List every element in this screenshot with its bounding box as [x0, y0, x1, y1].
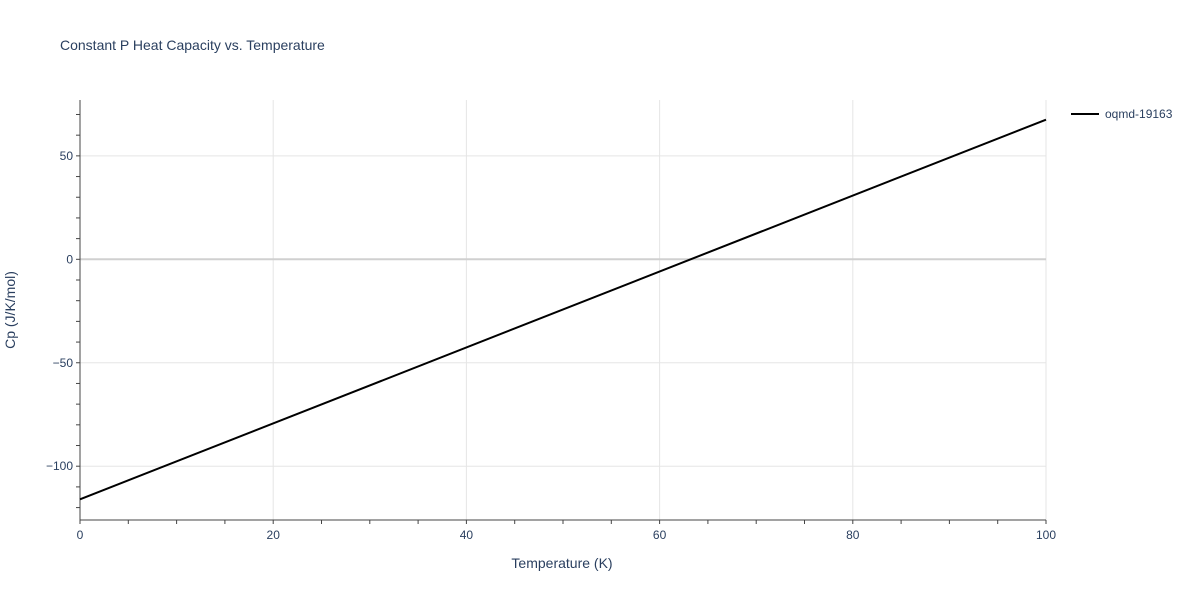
series-line [79, 118, 1047, 501]
axes [76, 100, 1047, 524]
y-tick-label: −100 [46, 459, 73, 473]
legend[interactable]: oqmd-19163 [1071, 107, 1173, 121]
x-tick-label: 20 [267, 528, 281, 542]
y-tick-label: −50 [53, 356, 74, 370]
legend-label: oqmd-19163 [1105, 107, 1173, 121]
series-lines [79, 118, 1047, 501]
x-tick-label: 80 [846, 528, 860, 542]
x-tick-label: 60 [653, 528, 667, 542]
y-tick-label: 50 [60, 149, 74, 163]
grid [80, 100, 1047, 520]
y-axis-title: Cp (J/K/mol) [2, 271, 18, 349]
chart-title: Constant P Heat Capacity vs. Temperature [60, 37, 325, 53]
y-tick-label: 0 [66, 252, 73, 266]
tick-labels: 0 20 40 60 80 100 50 0 −50 −100 [46, 149, 1056, 542]
x-tick-label: 0 [77, 528, 84, 542]
x-tick-label: 40 [460, 528, 474, 542]
x-tick-label: 100 [1036, 528, 1056, 542]
x-axis-title: Temperature (K) [511, 555, 612, 571]
